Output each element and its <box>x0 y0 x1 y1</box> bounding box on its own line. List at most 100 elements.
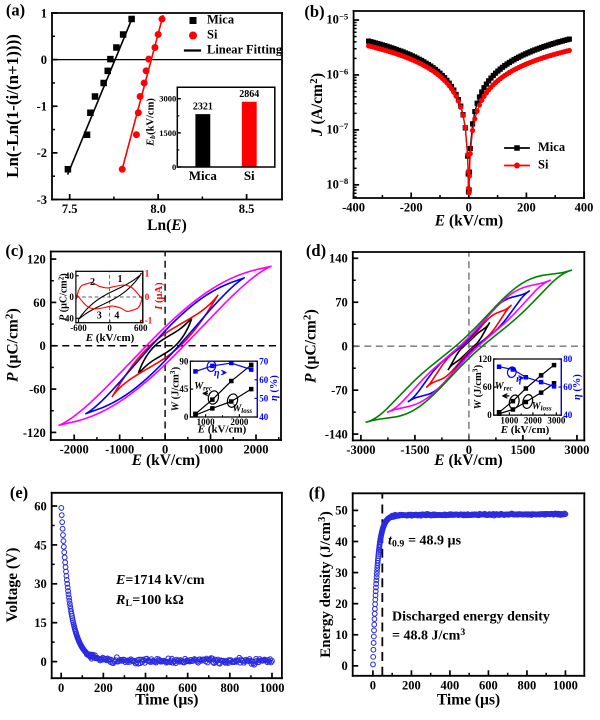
svg-text:90: 90 <box>179 356 189 366</box>
svg-text:120: 120 <box>27 252 46 266</box>
svg-text:-3000: -3000 <box>346 443 375 457</box>
svg-text:200: 200 <box>517 201 536 215</box>
svg-text:-120: -120 <box>23 426 46 440</box>
svg-text:0: 0 <box>466 443 472 457</box>
svg-text:η: η <box>214 368 220 379</box>
svg-text:1000: 1000 <box>553 678 578 692</box>
svg-text:60: 60 <box>33 296 46 310</box>
svg-text:(f): (f) <box>309 484 325 503</box>
svg-text:10: 10 <box>335 628 348 642</box>
svg-text:40: 40 <box>335 535 348 549</box>
svg-text:-3: -3 <box>37 193 47 207</box>
svg-text:(d): (d) <box>306 241 326 260</box>
svg-text:0: 0 <box>40 655 46 669</box>
svg-text:0: 0 <box>172 162 176 172</box>
svg-text:1: 1 <box>41 6 47 20</box>
svg-text:0: 0 <box>58 681 64 695</box>
svg-text:-40: -40 <box>62 313 74 323</box>
svg-text:60: 60 <box>259 375 269 385</box>
svg-text:Ln(-Ln(1-(i/(n+1)))): Ln(-Ln(1-(i/(n+1)))) <box>3 34 22 178</box>
svg-text:1000: 1000 <box>500 415 519 425</box>
svg-text:50: 50 <box>259 394 269 404</box>
svg-text:1 0 −: 1 0 − 7 <box>326 116 349 137</box>
svg-text:60: 60 <box>483 382 493 392</box>
svg-text:0: 0 <box>40 339 46 353</box>
svg-text:t 0 . 9: t 0 . 9 = 4 8 . 9 µ s <box>388 532 462 551</box>
svg-text:0: 0 <box>342 340 348 354</box>
svg-text:50: 50 <box>335 504 348 518</box>
svg-text:40: 40 <box>65 271 75 281</box>
svg-text:400: 400 <box>136 681 155 695</box>
svg-text:1 0 −: 1 0 − 5 <box>326 6 349 27</box>
svg-text:45: 45 <box>179 384 189 394</box>
svg-text:Time (µs): Time (µs) <box>437 692 500 709</box>
svg-text:-70: -70 <box>331 383 348 397</box>
svg-text:η ( % ): η ( % ) <box>567 374 584 400</box>
svg-text:7.5: 7.5 <box>62 202 78 216</box>
svg-text:-2000: -2000 <box>60 443 89 457</box>
svg-text:= 4 8 .: = 4 8 . 8 J / c m 3 <box>392 626 465 643</box>
svg-text:800: 800 <box>518 678 537 692</box>
svg-text:1: 1 <box>117 274 122 285</box>
svg-text:45: 45 <box>34 538 47 552</box>
svg-text:800: 800 <box>220 681 239 695</box>
svg-text:(a): (a) <box>6 0 25 19</box>
svg-text:I ( µ A: I ( µ A ) <box>149 282 166 311</box>
svg-text:0: 0 <box>107 323 112 333</box>
svg-text:E n e r g: E n e r g y d e n s i t y ( J / c m ) 3 <box>317 507 334 658</box>
svg-text:0: 0 <box>41 53 47 67</box>
svg-text:-1: -1 <box>37 100 47 114</box>
svg-text:E ( k V: E ( k V / c m ) <box>85 328 135 345</box>
svg-text:60: 60 <box>563 382 573 392</box>
svg-text:(c): (c) <box>5 241 23 260</box>
svg-text:30: 30 <box>335 566 348 580</box>
svg-text:0: 0 <box>162 443 168 457</box>
svg-text:-140: -140 <box>325 427 348 441</box>
svg-text:0: 0 <box>370 678 376 692</box>
svg-text:120: 120 <box>478 354 492 364</box>
svg-text:W ( J /: W ( J / c m ) 3 <box>166 363 183 412</box>
svg-text:-60: -60 <box>29 382 46 396</box>
svg-text:-2: -2 <box>37 146 47 160</box>
svg-text:600: 600 <box>134 323 148 333</box>
svg-text:W r e c: W r e c <box>194 376 213 394</box>
svg-text:40: 40 <box>563 410 573 420</box>
svg-text:200: 200 <box>94 681 113 695</box>
svg-text:0: 0 <box>466 201 472 215</box>
svg-text:1000: 1000 <box>259 681 284 695</box>
svg-text:W r e c: W r e c <box>495 376 514 394</box>
svg-text:3: 3 <box>97 311 102 322</box>
svg-text:Si: Si <box>538 158 549 172</box>
svg-text:1000: 1000 <box>197 417 216 427</box>
svg-text:Mica: Mica <box>189 168 218 183</box>
svg-text:70: 70 <box>259 356 269 366</box>
svg-text:R L = 1 0: R L = 1 0 0 k Ω <box>115 591 184 610</box>
svg-text:600: 600 <box>479 678 498 692</box>
svg-text:4: 4 <box>114 311 119 322</box>
svg-text:Time (µs): Time (µs) <box>135 692 198 709</box>
svg-text:P ( µ C: P ( µ C / c m ) 2 <box>301 305 319 383</box>
svg-text:-600: -600 <box>70 323 87 333</box>
svg-text:P ( µ C: P ( µ C / c m ) 2 <box>3 304 21 382</box>
svg-text:-200: -200 <box>400 201 423 215</box>
svg-text:2864: 2864 <box>239 89 259 100</box>
svg-text:1500: 1500 <box>159 128 176 138</box>
svg-text:(e): (e) <box>10 483 28 502</box>
svg-text:140: 140 <box>329 252 348 266</box>
svg-text:400: 400 <box>441 678 460 692</box>
svg-text:3000: 3000 <box>547 415 566 425</box>
svg-text:W l o s: W l o s s <box>232 399 253 417</box>
svg-text:Mica: Mica <box>538 140 566 154</box>
svg-text:60: 60 <box>34 499 47 513</box>
svg-text:E b ( k V: E b ( k V / c m ) <box>141 98 160 147</box>
svg-text:η ( % ): η ( % ) <box>264 375 281 401</box>
svg-text:15: 15 <box>34 616 47 630</box>
svg-text:20: 20 <box>335 597 348 611</box>
svg-text:8.5: 8.5 <box>239 202 255 216</box>
svg-text:2000: 2000 <box>524 415 543 425</box>
svg-text:0: 0 <box>145 292 150 302</box>
svg-text:40: 40 <box>259 412 269 422</box>
svg-text:1500: 1500 <box>510 443 535 457</box>
svg-text:8.0: 8.0 <box>150 202 166 216</box>
svg-text:Linear Fitting: Linear Fitting <box>207 42 283 56</box>
